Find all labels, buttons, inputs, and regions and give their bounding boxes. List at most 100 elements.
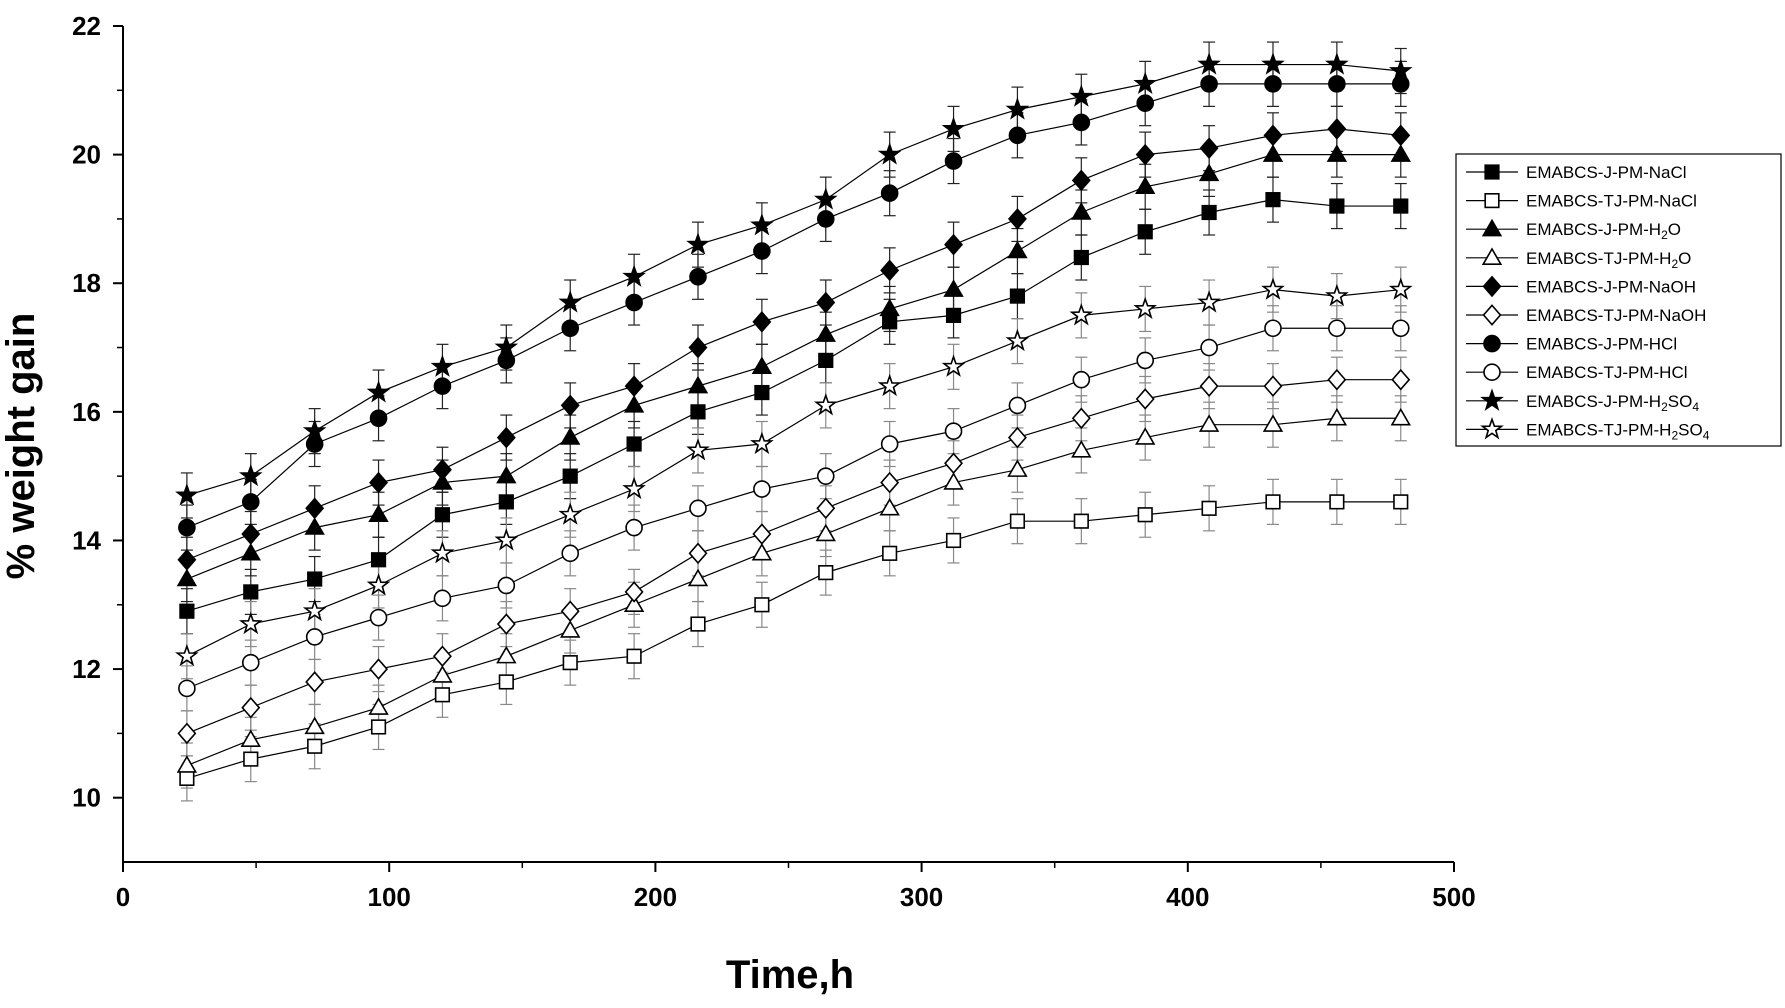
series-7-point xyxy=(1200,75,1218,93)
series-4-point xyxy=(1071,440,1092,458)
series-3-point xyxy=(879,298,900,317)
series-5-point xyxy=(496,426,516,449)
series-8-point xyxy=(753,480,771,498)
x-tick-label: 400 xyxy=(1166,882,1209,912)
series-8-point xyxy=(178,679,196,698)
series-8-point xyxy=(369,608,388,627)
series-3-point xyxy=(1326,144,1348,162)
legend: EMABCS-J-PM-NaCl EMABCS-TJ-PM-NaCl EMABCS-… xyxy=(1455,153,1782,447)
legend-item-3-marker xyxy=(1481,218,1503,237)
series-4-line xyxy=(186,417,1401,767)
series-7-point xyxy=(1264,75,1282,93)
series-4-point xyxy=(1390,407,1411,426)
series-2-point xyxy=(307,738,323,754)
series-1-point xyxy=(945,307,962,323)
series-6-point xyxy=(305,671,325,693)
series-7-point xyxy=(689,267,707,286)
series-1-point xyxy=(179,603,195,619)
series-6-point xyxy=(944,452,964,475)
series-7-point xyxy=(1328,75,1346,93)
series-8-point xyxy=(880,435,899,453)
series-6-point xyxy=(624,581,644,603)
series-2-point xyxy=(434,687,451,703)
series-1-point xyxy=(690,404,706,420)
series-3-line xyxy=(186,154,1401,580)
series-8-point xyxy=(1136,351,1155,370)
legend-item-8-label: EMABCS-TJ-PM-HCl xyxy=(1526,363,1688,382)
series-3-point xyxy=(943,279,964,297)
series-3-point xyxy=(623,395,645,413)
y-tick-label: 20 xyxy=(72,140,101,170)
series-9-point xyxy=(1069,84,1094,107)
series-1-point xyxy=(754,384,770,401)
series-9-point xyxy=(175,482,199,506)
series-4-point xyxy=(687,568,709,587)
series-1-point xyxy=(1329,198,1345,214)
series-10-point xyxy=(877,373,902,397)
series-4-point xyxy=(432,665,453,683)
tick-labels: 0 100 200 300 400 500 10 12 14 16 18 20 22 xyxy=(72,11,1476,912)
legend-item-10-label: EMABCS-TJ-PM-H2SO4 xyxy=(1526,420,1710,442)
series-4-point xyxy=(623,594,645,612)
series-6-point xyxy=(369,658,389,680)
series-4-point xyxy=(751,542,773,561)
series-2-point xyxy=(562,655,578,671)
y-tick-label: 22 xyxy=(72,11,101,41)
series-1-point xyxy=(1201,204,1217,221)
series-9-point xyxy=(622,264,646,287)
series-6-point xyxy=(1263,375,1283,397)
series-9-point xyxy=(1261,52,1285,75)
series-1-point xyxy=(307,571,323,587)
series-10-point xyxy=(941,354,966,377)
series-9-point xyxy=(1388,58,1413,82)
series-7-point xyxy=(369,409,388,428)
series-5-point xyxy=(1263,124,1283,147)
legend-item-10-marker xyxy=(1480,416,1504,440)
series-2-point xyxy=(1137,507,1153,523)
series-3-point xyxy=(1198,163,1220,182)
series-6-point xyxy=(1071,407,1091,430)
series-9-point xyxy=(1197,52,1221,75)
series-5-point xyxy=(305,497,325,520)
series-1-point xyxy=(1137,224,1153,240)
series-10-point xyxy=(1069,302,1094,326)
series-5-point xyxy=(1391,124,1411,147)
y-tick-label: 10 xyxy=(72,783,101,813)
series-1-point xyxy=(1265,192,1281,208)
series-1-point xyxy=(1009,288,1026,304)
series-10-point xyxy=(175,643,199,667)
series-4-point xyxy=(815,523,836,542)
series-2-point xyxy=(498,674,514,690)
series-5-point xyxy=(688,336,708,359)
series-9-point xyxy=(302,418,327,442)
series-10-point xyxy=(494,528,519,551)
series-3-point xyxy=(304,517,325,535)
series-5-point xyxy=(177,548,197,571)
series-9-line xyxy=(186,63,1401,497)
series-4-point xyxy=(1135,427,1156,445)
series-6-point xyxy=(1327,368,1347,391)
legend-item-4-label: EMABCS-TJ-PM-H2O xyxy=(1526,249,1691,271)
series-3-point xyxy=(1135,176,1156,194)
series-6-line xyxy=(186,379,1401,734)
series-7-line xyxy=(186,83,1401,529)
series-5-point xyxy=(624,375,644,397)
series-10-point xyxy=(686,437,710,461)
series-5-point xyxy=(752,311,772,333)
legend-item-5-label: EMABCS-J-PM-NaOH xyxy=(1526,277,1696,296)
series-7-point xyxy=(880,184,899,202)
series-2-point xyxy=(370,719,387,735)
series-10-point xyxy=(430,540,455,564)
series-7-point xyxy=(753,242,771,260)
series-4-point xyxy=(368,697,389,715)
series-5-point xyxy=(369,471,389,494)
x-tick-label: 0 xyxy=(116,882,130,912)
series-6-point xyxy=(1391,368,1411,391)
series-10-point xyxy=(1197,290,1221,313)
series-2-point xyxy=(1201,500,1217,516)
y-tick-label: 18 xyxy=(72,268,101,298)
legend-item-5-marker xyxy=(1482,275,1502,298)
series-7-point xyxy=(625,293,643,312)
series-6-point xyxy=(880,471,900,494)
series-4-point xyxy=(1198,414,1220,432)
